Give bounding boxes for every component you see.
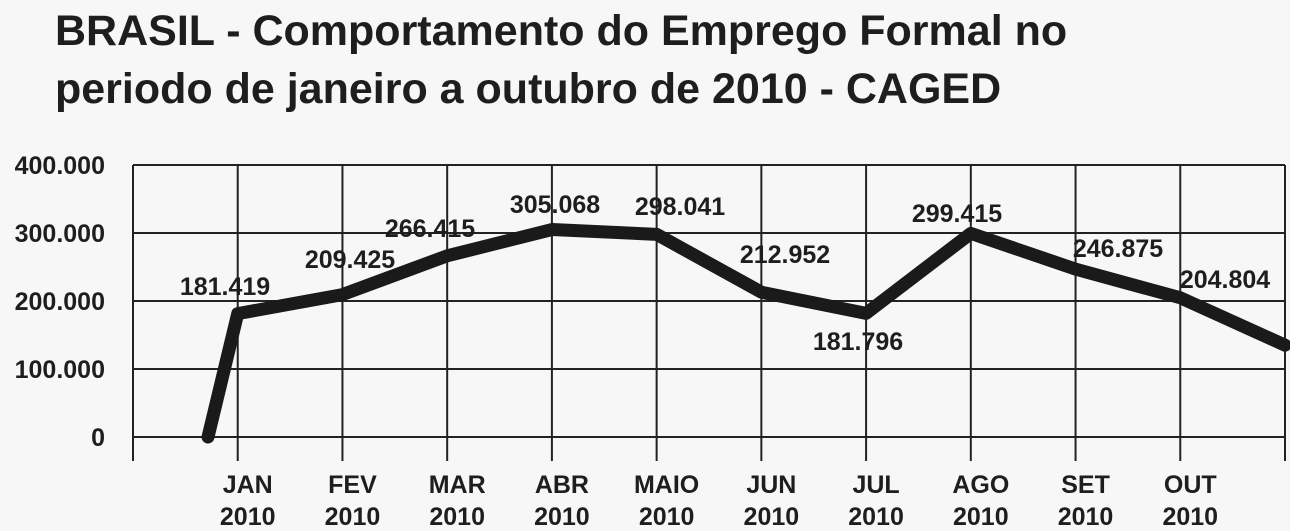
x-tick-label-month: MAIO bbox=[634, 471, 699, 499]
data-line bbox=[201, 223, 1290, 444]
x-tick-label-year: 2010 bbox=[429, 503, 485, 531]
x-tick-label-year: 2010 bbox=[639, 503, 695, 531]
chart-title-line-2: periodo de janeiro a outubro de 2010 - C… bbox=[55, 65, 1002, 113]
data-label: 204.804 bbox=[1180, 266, 1270, 294]
x-tick-label-year: 2010 bbox=[1162, 503, 1218, 531]
x-tick-label-month: JUN bbox=[746, 471, 796, 499]
x-tick-label-month: MAR bbox=[429, 471, 486, 499]
data-label: 209.425 bbox=[305, 246, 395, 274]
x-tick-label-year: 2010 bbox=[953, 503, 1009, 531]
x-tick-label-year: 2010 bbox=[534, 503, 590, 531]
y-tick-label: 0 bbox=[91, 424, 105, 452]
data-label: 181.419 bbox=[180, 273, 270, 301]
y-tick-label: 400.000 bbox=[15, 152, 105, 180]
x-tick-label-year: 2010 bbox=[220, 503, 276, 531]
chart-title-line-1: BRASIL - Comportamento do Emprego Formal… bbox=[55, 7, 1068, 55]
y-tick-label: 200.000 bbox=[15, 288, 105, 316]
x-tick-label-year: 2010 bbox=[744, 503, 800, 531]
x-tick-label-month: FEV bbox=[328, 471, 377, 499]
data-label: 298.041 bbox=[635, 193, 725, 221]
data-label: 266.415 bbox=[385, 215, 475, 243]
x-tick-label-year: 2010 bbox=[1058, 503, 1114, 531]
x-tick-label-month: JAN bbox=[223, 471, 273, 499]
x-tick-label-year: 2010 bbox=[848, 503, 904, 531]
data-label: 212.952 bbox=[740, 241, 830, 269]
data-label: 246.875 bbox=[1073, 235, 1163, 263]
y-tick-label: 300.000 bbox=[15, 220, 105, 248]
x-tick-label-month: SET bbox=[1061, 471, 1110, 499]
x-tick-label-month: JUL bbox=[852, 471, 899, 499]
chart-title: BRASIL - Comportamento do Emprego Formal… bbox=[55, 2, 1067, 118]
data-label: 305.068 bbox=[510, 191, 600, 219]
x-tick-label-month: ABR bbox=[535, 471, 589, 499]
data-label: 299.415 bbox=[912, 200, 1002, 228]
x-tick-label-month: AGO bbox=[952, 471, 1009, 499]
x-tick-label-month: OUT bbox=[1164, 471, 1217, 499]
y-tick-label: 100.000 bbox=[15, 356, 105, 384]
data-label: 181.796 bbox=[813, 328, 903, 356]
x-tick-label-year: 2010 bbox=[325, 503, 381, 531]
